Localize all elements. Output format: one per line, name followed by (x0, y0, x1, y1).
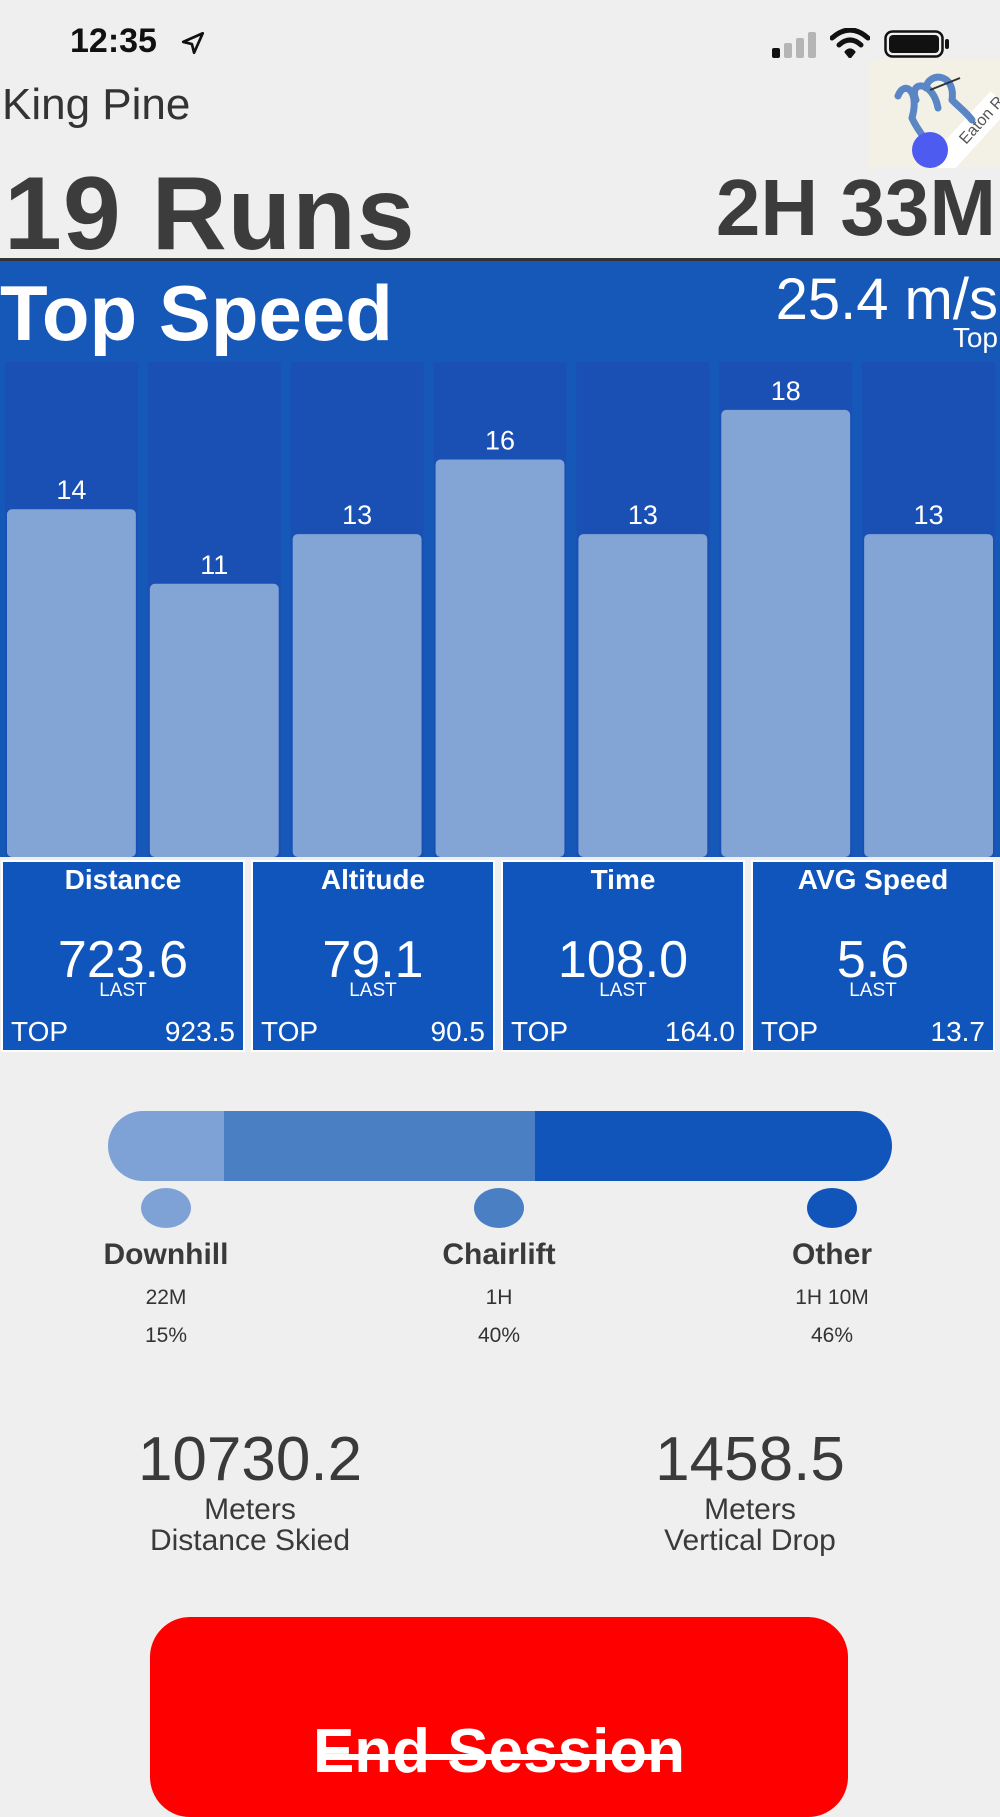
legend-percent: 46% (810, 1324, 854, 1347)
map-route-graphic: Eaton Rd (868, 60, 1000, 168)
chart-data-label: 13 (914, 500, 944, 530)
location-arrow-icon (181, 31, 205, 55)
chart-data-label: 14 (56, 475, 86, 505)
breakdown-segment-chairlift (224, 1111, 535, 1181)
legend-downhill: Downhill 22M 15% (66, 1188, 266, 1348)
stat-top-value: 923.5 (164, 1016, 235, 1047)
stat-card-avg-speed: AVG Speed 5.6 LAST TOP 13.7 (751, 860, 995, 1052)
chart-data-label: 13 (342, 500, 372, 530)
end-session-underline (322, 1754, 678, 1760)
stat-card-time: Time 108.0 LAST TOP 164.0 (501, 860, 745, 1052)
stat-top-value: 164.0 (664, 1016, 735, 1047)
legend-percent: 15% (144, 1324, 188, 1347)
session-duration: 2H 33M (715, 163, 996, 252)
legend-time: 1H (485, 1286, 513, 1309)
stat-last-label: LAST (599, 980, 647, 1001)
chairlift-dot-icon (474, 1188, 524, 1228)
time-breakdown-bar (108, 1111, 892, 1181)
total-vertical-label: Vertical Drop (664, 1524, 836, 1557)
chart-bar (292, 534, 422, 857)
chart-bar (721, 409, 851, 857)
stat-top-label: TOP (511, 1016, 569, 1047)
chart-bar (578, 534, 708, 857)
total-distance-label: Distance Skied (149, 1524, 351, 1557)
stat-top-label: TOP (261, 1016, 319, 1047)
legend-name: Chairlift (442, 1238, 556, 1271)
stat-title: AVG Speed (797, 864, 949, 895)
stat-value: 108.0 (557, 931, 689, 989)
chart-data-label: 11 (200, 550, 228, 580)
top-speed-chart: 14 11 13 16 13 18 13 (5, 362, 995, 857)
end-session-button[interactable]: End Session (150, 1617, 848, 1817)
downhill-dot-icon (141, 1188, 191, 1228)
legend-name: Downhill (103, 1238, 229, 1271)
chart-data-label: 13 (628, 500, 658, 530)
breakdown-segment-other (534, 1111, 892, 1181)
other-dot-icon (807, 1188, 857, 1228)
top-speed-value: 25.4 m/s (775, 267, 998, 332)
legend-percent: 40% (477, 1324, 521, 1347)
top-speed-title: Top Speed (0, 269, 393, 357)
map-thumbnail[interactable]: Eaton Rd (868, 60, 1000, 168)
stat-title: Time (590, 864, 656, 895)
stat-value: 79.1 (322, 931, 424, 989)
stat-last-label: LAST (349, 980, 397, 1001)
chart-bar (435, 459, 565, 857)
battery-icon (884, 30, 949, 58)
stat-last-label: LAST (99, 980, 147, 1001)
wifi-icon (830, 28, 870, 58)
breakdown-segment-downhill (108, 1111, 225, 1181)
header-divider (0, 258, 1000, 261)
stat-title: Distance (64, 864, 182, 895)
chart-bar (149, 583, 279, 857)
total-distance-value: 10730.2 (137, 1425, 363, 1494)
runs-count: 19 Runs (4, 156, 416, 272)
legend-chairlift: Chairlift 1H 40% (399, 1188, 599, 1348)
legend-other: Other 1H 10M 46% (732, 1188, 932, 1348)
total-distance-unit: Meters (204, 1493, 296, 1526)
total-distance: 10730.2 Meters Distance Skied (70, 1425, 430, 1557)
cellular-signal-icon (772, 32, 816, 58)
chart-bar (7, 509, 136, 857)
legend-time: 22M (145, 1286, 187, 1309)
end-session-label: End Session (312, 1716, 686, 1786)
total-vertical: 1458.5 Meters Vertical Drop (570, 1425, 930, 1557)
resort-name: King Pine (2, 80, 191, 129)
chart-bar (864, 534, 993, 857)
stat-value: 5.6 (836, 931, 910, 989)
chart-data-label: 18 (771, 376, 801, 406)
top-speed-sublabel: Top (952, 322, 998, 353)
total-vertical-value: 1458.5 (655, 1425, 845, 1494)
stat-value: 723.6 (57, 931, 189, 989)
legend-name: Other (791, 1238, 872, 1271)
stat-title: Altitude (320, 864, 426, 895)
chart-data-label: 16 (485, 426, 515, 456)
stat-card-distance: Distance 723.6 LAST TOP 923.5 (1, 860, 245, 1052)
stat-card-altitude: Altitude 79.1 LAST TOP 90.5 (251, 860, 495, 1052)
stat-top-label: TOP (11, 1016, 69, 1047)
stat-top-value: 90.5 (430, 1016, 486, 1047)
stat-top-value: 13.7 (930, 1016, 986, 1047)
legend-time: 1H 10M (795, 1286, 869, 1309)
total-vertical-unit: Meters (704, 1493, 796, 1526)
stat-top-label: TOP (761, 1016, 819, 1047)
status-time: 12:35 (70, 22, 157, 60)
stat-last-label: LAST (849, 980, 897, 1001)
